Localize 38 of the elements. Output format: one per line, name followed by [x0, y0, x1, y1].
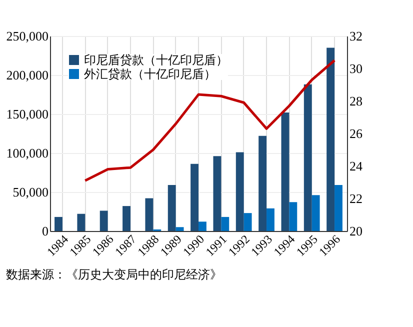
bar: [236, 152, 244, 231]
bar: [289, 202, 298, 231]
legend-label: 印尼盾贷款（十亿印尼盾）: [84, 53, 228, 67]
bar: [176, 227, 184, 231]
y-tick-label: 0: [42, 224, 48, 238]
bar: [100, 210, 108, 231]
bar: [304, 84, 312, 231]
bar: [266, 208, 274, 231]
bar: [77, 214, 86, 231]
x-tick-label: 1991: [202, 232, 230, 259]
bar: [281, 112, 290, 231]
y2-tick-label: 28: [350, 94, 362, 108]
bar: [213, 156, 222, 231]
bar: [168, 184, 176, 231]
bar: [221, 216, 230, 231]
y2-tick-label: 20: [350, 224, 362, 238]
y-tick-label: 100,000: [6, 146, 48, 160]
y-tick-label: 50,000: [12, 184, 48, 200]
y2-tick-label: 32: [350, 28, 362, 44]
y-tick-label: 250,000: [6, 28, 48, 44]
source-note: 数据来源：《历史大变局中的印尼经济》: [6, 268, 222, 282]
bar: [54, 216, 62, 231]
y-tick-label: 200,000: [6, 68, 48, 82]
bar: [122, 206, 130, 231]
bar: [244, 213, 252, 231]
bar: [312, 195, 320, 231]
bar: [145, 198, 154, 231]
bar: [198, 222, 206, 231]
y2-tick-label: 24: [350, 158, 363, 174]
y2-tick-label: 22: [350, 191, 362, 206]
y-tick-label: 150,000: [6, 106, 48, 122]
bar: [258, 136, 267, 231]
bar: [326, 48, 335, 231]
bar: [190, 164, 198, 231]
y2-tick-label: 30: [350, 61, 362, 76]
bar: [334, 184, 342, 231]
y2-tick-label: 26: [350, 126, 363, 141]
legend-label: 外汇贷款（十亿印尼盾）: [84, 67, 216, 81]
